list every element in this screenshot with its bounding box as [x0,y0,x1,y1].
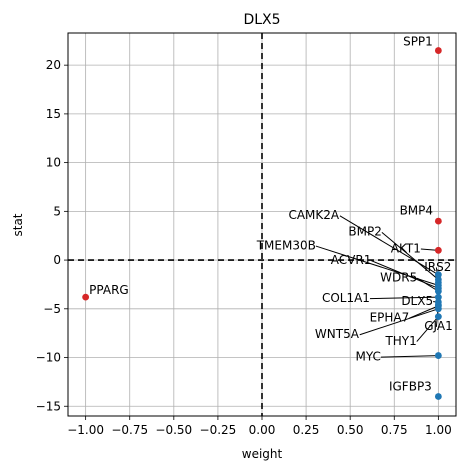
annotation-dlx5: DLX5 [401,294,433,308]
annotation-bmp2: BMP2 [348,225,381,239]
x-tick-label: −0.75 [111,423,148,437]
annotation-spp1: SPP1 [403,35,433,49]
x-tick-label: 0.50 [337,423,364,437]
x-tick-label: −1.00 [67,423,104,437]
y-tick-label: 10 [46,156,61,170]
data-points [82,47,442,400]
annotation-tmem30b: TMEM30B [256,238,316,252]
data-point-wdr5 [434,287,442,295]
leader-line-epha7 [409,305,439,319]
reference-lines [68,33,456,416]
data-point-thy1 [434,313,442,320]
data-point-myc [434,352,442,359]
x-tick-label: 1.00 [425,423,452,437]
annotation-acvr1: ACVR1 [331,253,372,267]
x-tick-label: −0.25 [200,423,237,437]
y-tick-label: 0 [53,253,61,267]
annotation-camk2a: CAMK2A [288,208,339,222]
annotation-thy1: THY1 [384,334,416,348]
y-tick-label: 20 [46,58,61,72]
data-point-igfbp3 [434,393,442,400]
chart-title: DLX5 [243,12,280,28]
annotation-epha7: EPHA7 [370,310,410,324]
x-axis-label: weight [242,447,283,461]
leader-line-myc [380,355,439,358]
x-axis-ticks: −1.00 −0.75 −0.50 −0.25 0.00 0.25 0.50 0.75 1.00 [67,416,452,437]
y-tick-label: −15 [36,399,61,413]
y-tick-label: −10 [36,351,61,365]
x-tick-label: 0.75 [381,423,408,437]
leader-line-camk2a [339,215,439,276]
y-tick-label: −5 [43,302,61,316]
leader-line-acvr1 [371,260,439,289]
annotation-pparg: PPARG [89,283,129,297]
data-point-pparg [82,293,90,301]
annotation-igfbp3: IGFBP3 [389,380,432,394]
data-point-gja1 [434,301,442,309]
y-tick-label: 5 [53,204,61,218]
annotations: SPP1 BMP4 CAMK2A BMP2 AKT1 TMEM30B ACVR1 IRS2 WD… [89,35,453,394]
leader-line-wnt5a [359,308,439,336]
x-tick-label: 0.25 [293,423,320,437]
data-point-camk2a [434,271,442,279]
annotation-gja1: GJA1 [424,319,452,333]
leader-line-wdr5 [416,277,439,292]
annotation-myc: MYC [355,349,380,363]
annotation-wnt5a: WNT5A [315,327,360,341]
annotation-irs2: IRS2 [424,260,451,274]
annotation-wdr5: WDR5 [380,271,417,285]
leader-line-bmp2 [381,232,439,280]
y-axis-label: stat [11,213,25,236]
leader-line-col1a1 [369,296,439,300]
data-point-bmp4 [434,217,442,225]
y-tick-label: 15 [46,107,61,121]
y-axis-ticks: −15 −10 −5 0 5 10 15 20 [36,58,68,413]
data-point-akt1 [434,246,442,254]
x-tick-label: −0.50 [155,423,192,437]
annotation-col1a1: COL1A1 [322,291,370,305]
leader-line-thy1 [416,316,439,342]
data-point-spp1 [434,47,442,54]
x-tick-label: 0.00 [249,423,276,437]
annotation-bmp4: BMP4 [400,203,433,217]
data-point-col1a1 [434,293,442,301]
annotation-akt1: AKT1 [391,241,421,255]
